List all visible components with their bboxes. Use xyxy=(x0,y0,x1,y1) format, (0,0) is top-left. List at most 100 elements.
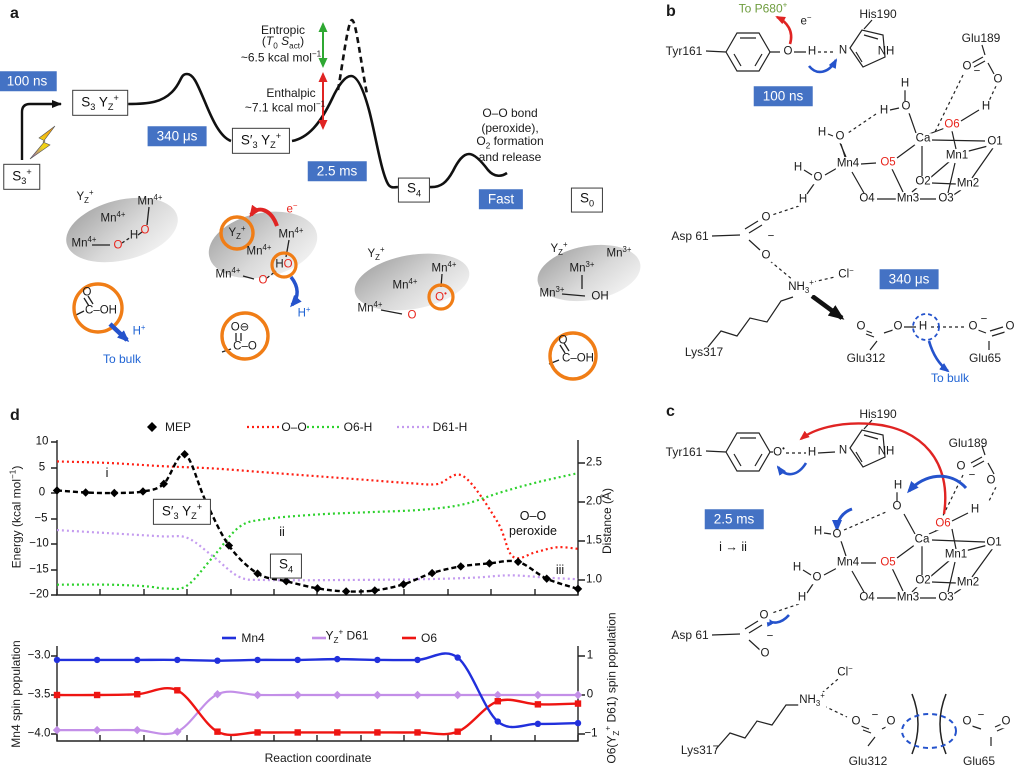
water-h-label: H xyxy=(797,193,809,206)
charge-minus: − xyxy=(767,230,775,243)
o6-label: O6 xyxy=(934,517,952,530)
water-o-label: O xyxy=(891,500,903,513)
water-o-label: O xyxy=(811,571,823,584)
o6-label: O6 xyxy=(943,118,961,131)
panel-b-label: b xyxy=(666,3,676,20)
mn3plus-label: Mn3+ xyxy=(606,244,632,260)
carboxylate-o-label: O xyxy=(760,249,772,262)
water-h-label: H xyxy=(899,77,911,90)
transferring-proton-label: H xyxy=(917,320,929,333)
carboxylate-o-label: O xyxy=(985,474,997,487)
carboxyl-o-label: O xyxy=(82,286,92,299)
residue-his190: His190 xyxy=(859,7,897,21)
mep-diamond-glyph xyxy=(147,422,157,432)
broken-pathway-ellipse xyxy=(901,713,957,749)
state-box-s3pyz: S′3 YZ+ xyxy=(231,127,291,155)
entropic-label: Entropic xyxy=(260,23,306,37)
chloride-label: Cl− xyxy=(837,265,855,282)
x-axis-label: Reaction coordinate xyxy=(264,751,372,765)
timescale-badge-340us-b: 340 μs xyxy=(879,269,939,289)
charge-minus: − xyxy=(766,630,774,643)
ytick: 1.5 xyxy=(586,534,602,547)
glu65-o-label: O xyxy=(1000,715,1012,728)
water-h-label: H xyxy=(812,525,824,538)
charge-minus: − xyxy=(871,709,879,722)
mn4plus-label: Mn4+ xyxy=(278,225,304,241)
legend-mep: MEP xyxy=(164,420,192,434)
carboxylate-co-label: C–O xyxy=(233,340,257,353)
residue-glu65: Glu65 xyxy=(962,754,996,768)
panel-a-energy-landscape xyxy=(20,18,641,381)
glu65-o-label: O xyxy=(967,320,979,333)
y-axis-label-energy: Energy (kcal mol−1) xyxy=(8,465,24,569)
ytick: 1.0 xyxy=(586,573,602,586)
proton-release-circle xyxy=(912,313,940,341)
ammonium-label: NH3+ xyxy=(798,691,826,709)
imidazole-n-label: N xyxy=(838,44,848,57)
residue-asp61: Asp 61 xyxy=(671,628,709,642)
ca-label: Ca xyxy=(913,533,931,546)
to-bulk-label: To bulk xyxy=(930,371,970,385)
timescale-badge-fast: Fast xyxy=(478,189,524,209)
yz-label: YZ+ xyxy=(550,240,568,258)
entropic-term: (T0 Sact) xyxy=(261,34,305,51)
yz-label: YZ+ xyxy=(76,188,94,206)
legend-d61h: D61-H xyxy=(432,420,468,434)
oxo-o-label: O xyxy=(113,239,123,252)
mn4plus-label: Mn4+ xyxy=(392,276,418,292)
legend-yzd61: YZ+ D61 xyxy=(325,627,369,646)
state-box-s3pyz-plot: S′3 YZ+ xyxy=(152,498,212,526)
carboxyl-coh-label: C–OH xyxy=(85,304,117,317)
imidazole-nh-label: NH xyxy=(877,45,895,58)
mn4plus-label: Mn4+ xyxy=(71,234,97,250)
water-o-label: O xyxy=(831,528,843,541)
electron-label: e− xyxy=(800,12,812,28)
charge-minus: − xyxy=(980,313,988,326)
glu312-o-label: O xyxy=(885,715,897,728)
h-label: H xyxy=(969,503,981,516)
ca-label: Ca xyxy=(914,132,932,145)
hydroxo-ho-label: HO xyxy=(275,258,293,271)
energy-distance-plot-series xyxy=(52,450,583,596)
ytick: 1 xyxy=(586,649,594,662)
mn3plus-label: Mn3+ xyxy=(569,259,595,275)
ytick: −20 xyxy=(29,588,49,601)
residue-glu65: Glu65 xyxy=(968,351,1002,365)
oxo-o-label: O xyxy=(140,224,150,237)
panel-c-molecular-diagram xyxy=(705,419,1007,755)
timescale-badge-340us: 340 μs xyxy=(147,126,207,146)
residue-asp61: Asp 61 xyxy=(671,229,709,243)
h-label: H xyxy=(807,446,817,459)
water-h-label: H xyxy=(878,104,890,117)
residue-glu189: Glu189 xyxy=(948,436,988,450)
carboxylate-o-label: O xyxy=(961,60,973,73)
ytick: 2.5 xyxy=(586,456,602,469)
water-o-label: O xyxy=(900,100,912,113)
charge-minus: − xyxy=(977,709,985,722)
ytick: −5 xyxy=(34,512,48,525)
panel-c-label: c xyxy=(666,403,675,420)
state-box-s4-plot: S4 xyxy=(269,553,303,579)
ytick: −1 xyxy=(584,727,598,740)
y-axis-label-distance: Distance (Å) xyxy=(600,487,614,555)
residue-tyr161: Tyr161 xyxy=(665,445,703,459)
o3-label: O3 xyxy=(937,192,955,205)
o1-label: O1 xyxy=(985,536,1003,549)
timescale-badge-100ns: 100 ns xyxy=(0,71,57,91)
mn4plus-label: Mn4+ xyxy=(215,265,241,281)
charge-minus: − xyxy=(968,469,976,482)
glu312-o-label: O xyxy=(892,320,904,333)
yz-label: YZ+ xyxy=(367,245,385,263)
timescale-badge-100ns-b: 100 ns xyxy=(753,86,813,106)
y-axis-label-mn4-spin: Mn4 spin population xyxy=(9,640,23,748)
mn1-label: Mn1 xyxy=(943,548,969,561)
imidazole-n-label: N xyxy=(838,444,848,457)
state-box-s3plus: S3+ xyxy=(3,163,41,191)
panel-d-label: d xyxy=(10,407,20,424)
water-o-label: O xyxy=(834,130,846,143)
mn4-label: Mn4 xyxy=(835,556,861,569)
ytick: −3.0 xyxy=(27,649,51,662)
annotation-ii: ii xyxy=(279,524,285,539)
mn3-label: Mn3 xyxy=(895,192,921,205)
